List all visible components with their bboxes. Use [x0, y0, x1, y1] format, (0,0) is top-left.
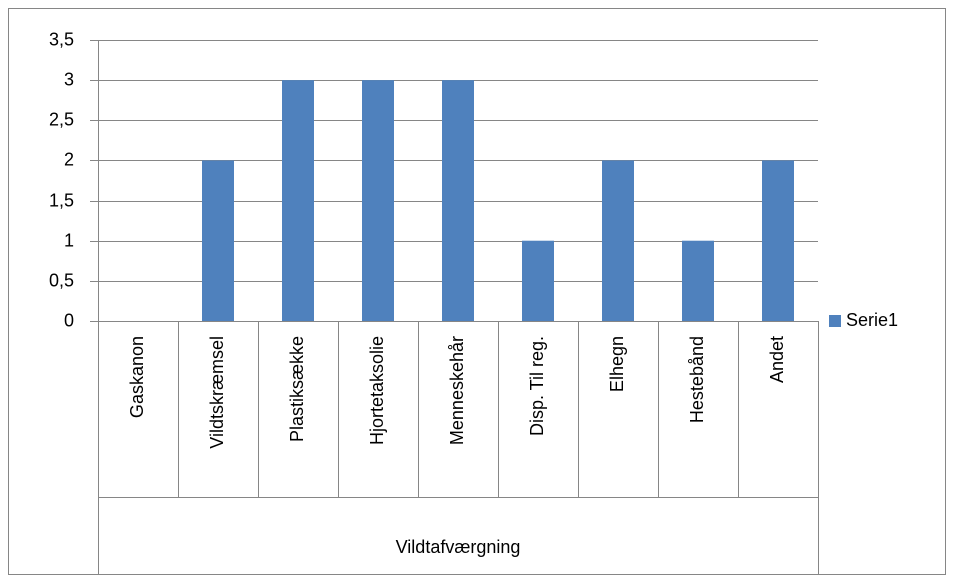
- x-tick-label: Hjortetaksolie: [367, 336, 387, 445]
- x-tick-label: Vildtskræmsel: [207, 336, 227, 449]
- bar: [522, 240, 554, 321]
- bar: [602, 160, 634, 321]
- x-tick-label: Andet: [767, 336, 787, 383]
- chart-border: [8, 8, 946, 575]
- y-tick-label: 3: [64, 69, 74, 89]
- bar: [682, 240, 714, 321]
- y-tick-label: 2,5: [49, 109, 74, 129]
- x-axis-title: Vildtafværgning: [396, 537, 521, 557]
- bar: [202, 160, 234, 321]
- legend-swatch: [829, 315, 841, 327]
- bar: [362, 80, 394, 322]
- y-tick-label: 3,5: [49, 29, 74, 49]
- x-tick-label: Menneskehår: [447, 336, 467, 445]
- bar: [442, 80, 474, 322]
- x-tick-label: Gaskanon: [127, 336, 147, 418]
- y-tick-label: 1: [64, 230, 74, 250]
- x-tick-label: Elhegn: [607, 336, 627, 392]
- bar: [762, 160, 794, 321]
- legend-label: Serie1: [846, 310, 898, 330]
- x-tick-label: Hestebånd: [687, 336, 707, 423]
- x-tick-label: Plastiksække: [287, 336, 307, 442]
- y-tick-label: 0,5: [49, 270, 74, 290]
- bar: [282, 80, 314, 322]
- x-tick-label: Disp. Til reg.: [527, 336, 547, 436]
- y-tick-label: 0: [64, 310, 74, 330]
- y-tick-label: 1,5: [49, 190, 74, 210]
- y-tick-label: 2: [64, 149, 74, 169]
